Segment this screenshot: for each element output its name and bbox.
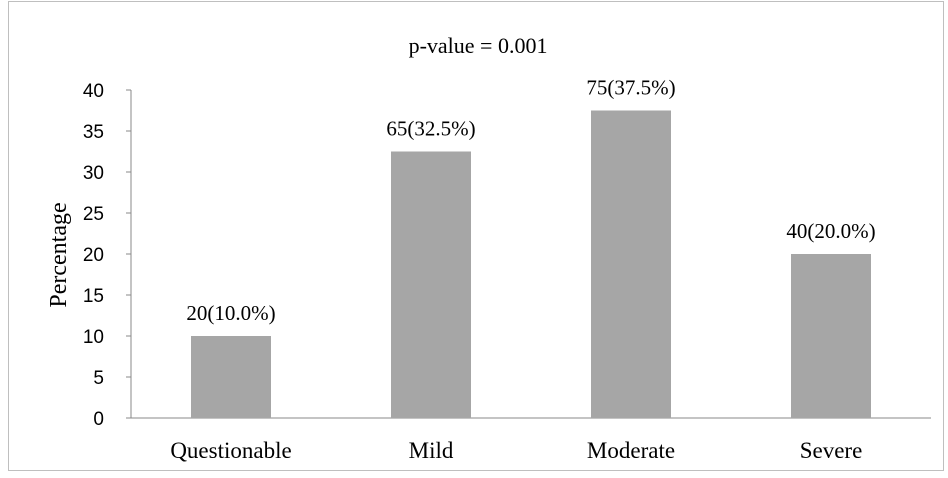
x-axis-ticks: Questionable Mild Moderate Severe [170,438,862,463]
y-tick-label: 15 [83,286,104,307]
data-label-severe: 40(20.0%) [786,219,875,243]
data-label-mild: 65(32.5%) [386,117,475,141]
data-label-questionable: 20(10.0%) [186,301,275,325]
y-tick-label: 30 [83,163,104,184]
bar-series [191,110,871,418]
x-tick-label-moderate: Moderate [587,438,675,463]
bar-moderate [591,110,671,418]
y-tick-label: 0 [93,409,104,430]
y-tick-label: 10 [83,327,104,348]
y-tick-label: 5 [93,368,104,389]
y-axis-label: Percentage [46,202,72,307]
y-axis-ticks: 0 5 10 15 20 25 30 35 40 [83,81,131,430]
y-tick-label: 20 [83,245,104,266]
chart-title: p-value = 0.001 [409,33,548,58]
data-labels: 20(10.0%) 65(32.5%) 75(37.5%) 40(20.0%) [186,76,875,326]
bar-severe [791,254,871,418]
chart-frame [8,1,944,471]
x-tick-label-severe: Severe [800,438,863,463]
y-tick-label: 40 [83,81,104,102]
data-label-moderate: 75(37.5%) [586,76,675,100]
y-tick-label: 35 [83,122,104,143]
x-tick-label-questionable: Questionable [170,438,291,463]
x-tick-label-mild: Mild [409,438,454,463]
bar-questionable [191,336,271,418]
y-tick-label: 25 [83,204,104,225]
bar-mild [391,151,471,418]
